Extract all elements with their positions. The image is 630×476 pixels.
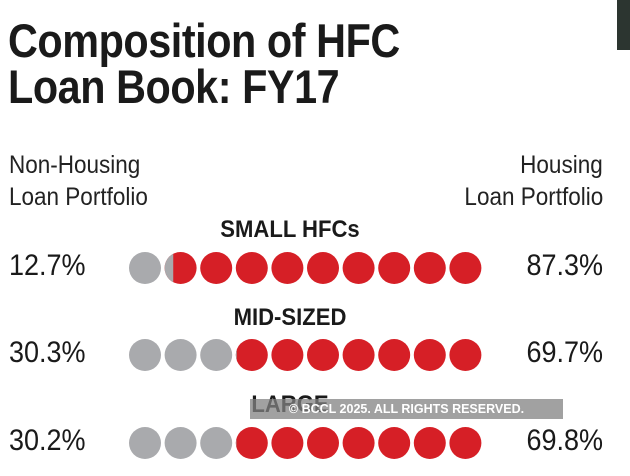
dot — [271, 427, 304, 459]
non-housing-pct-mid: 30.3% — [9, 336, 86, 369]
housing-dot — [342, 427, 375, 459]
dot — [413, 252, 446, 284]
non-housing-dot — [164, 427, 197, 459]
dot — [235, 339, 268, 371]
housing-pct-small: 87.3% — [526, 249, 603, 282]
housing-pct-mid: 69.7% — [526, 336, 603, 369]
dot — [378, 252, 411, 284]
non-housing-dot — [200, 339, 233, 371]
dot — [342, 339, 375, 371]
housing-dot — [271, 339, 304, 371]
housing-dot — [378, 339, 411, 371]
left-label-1: Non-Housing — [9, 151, 141, 179]
right-label-1: Housing — [520, 151, 603, 179]
dot — [129, 252, 161, 284]
housing-dot — [413, 339, 446, 371]
housing-dot — [342, 339, 375, 371]
category-label-mid: MID-SIZED — [233, 304, 347, 331]
housing-dot — [271, 427, 304, 459]
dot — [449, 427, 482, 459]
dot — [449, 252, 482, 284]
housing-dot — [449, 427, 482, 459]
housing-dot — [200, 252, 233, 284]
dot — [378, 339, 411, 371]
housing-dot — [307, 339, 339, 371]
housing-dot — [307, 427, 339, 459]
dot — [413, 427, 446, 459]
housing-dot — [235, 252, 268, 284]
dot — [342, 252, 375, 284]
housing-dot — [449, 339, 482, 371]
dot — [307, 339, 339, 371]
dot — [342, 427, 375, 459]
partial-non-housing-dot — [235, 438, 237, 448]
housing-dot — [342, 252, 375, 284]
housing-pct-large: 69.8% — [526, 424, 603, 457]
dot — [307, 427, 339, 459]
housing-dot — [449, 252, 482, 284]
non-housing-dot — [129, 427, 161, 459]
non-housing-dot — [129, 339, 161, 371]
dot — [271, 339, 304, 371]
non-housing-pct-small: 12.7% — [9, 249, 86, 282]
housing-dot — [413, 252, 446, 284]
housing-dot — [378, 427, 411, 459]
dot — [449, 339, 482, 371]
dot — [235, 427, 268, 459]
partial-non-housing-dot — [235, 349, 237, 361]
dot — [413, 339, 446, 371]
non-housing-dot — [164, 339, 197, 371]
non-housing-dot — [129, 252, 161, 284]
chart-title-line1: Composition of HFC — [8, 14, 400, 67]
non-housing-dot — [200, 427, 233, 459]
non-housing-pct-large: 30.2% — [9, 424, 86, 457]
housing-dot — [271, 252, 304, 284]
dot — [235, 252, 268, 284]
dot — [271, 252, 304, 284]
housing-dot — [235, 339, 268, 371]
dot — [164, 427, 197, 459]
chart-title-line2: Loan Book: FY17 — [8, 60, 340, 113]
left-label-2: Loan Portfolio — [9, 183, 148, 211]
dot — [200, 427, 233, 459]
category-label-small: SMALL HFCs — [220, 216, 360, 243]
dot — [200, 252, 233, 284]
dot — [378, 427, 411, 459]
dot — [164, 339, 197, 371]
housing-dot — [235, 427, 268, 459]
dot — [164, 252, 197, 284]
housing-dot — [378, 252, 411, 284]
partial-non-housing-dot — [164, 253, 174, 283]
housing-dot — [413, 427, 446, 459]
dot — [200, 339, 233, 371]
dot — [307, 252, 339, 284]
watermark: © BCCL 2025. ALL RIGHTS RESERVED. — [250, 399, 563, 419]
right-label-2: Loan Portfolio — [464, 183, 603, 211]
photo-edge — [617, 0, 630, 50]
dot — [129, 339, 161, 371]
housing-dot — [307, 252, 339, 284]
dot — [129, 427, 161, 459]
